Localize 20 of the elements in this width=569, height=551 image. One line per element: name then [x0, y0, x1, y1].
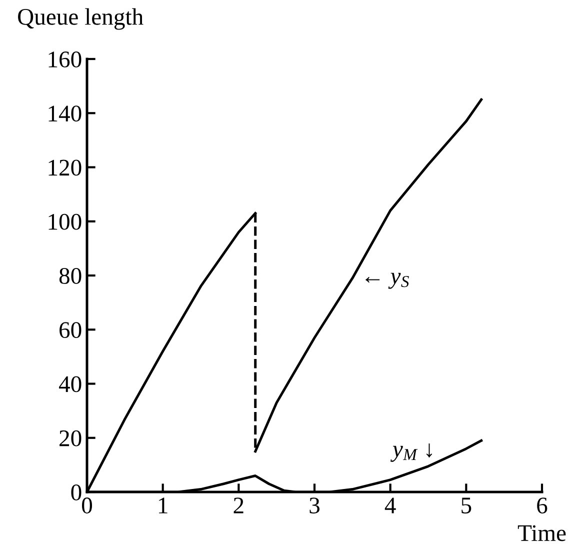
x-tick-label: 5: [462, 498, 472, 514]
y-tick-label: 0: [71, 484, 82, 500]
annotation: ← y$_{S}$: [366, 272, 409, 289]
y-tick-label: 40: [58, 376, 82, 392]
y-tick-label: 140: [48, 106, 82, 122]
annotation: y$_{M}$ ↓: [390, 443, 432, 462]
x-tick-label: 6: [537, 498, 548, 514]
x-tick-label: 2: [234, 498, 244, 514]
y-tick-label: 80: [59, 268, 82, 284]
y-tick-label: 60: [60, 322, 82, 338]
x-tick-label: 4: [384, 498, 396, 514]
y-tick-label: 100: [48, 214, 82, 230]
x-tick-label: 1: [159, 498, 168, 514]
y-tick-label: 120: [48, 160, 82, 176]
y-tick-label: 20: [60, 430, 82, 446]
y-tick-label: 160: [48, 51, 82, 68]
x-tick-label: 3: [310, 498, 320, 514]
x-axis-title: Time: [518, 525, 566, 542]
x-tick-label: 0: [82, 498, 92, 514]
y-axis-title: Queue length: [18, 8, 144, 30]
